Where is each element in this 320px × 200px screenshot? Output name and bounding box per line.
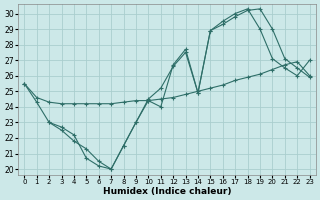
X-axis label: Humidex (Indice chaleur): Humidex (Indice chaleur) <box>103 187 231 196</box>
